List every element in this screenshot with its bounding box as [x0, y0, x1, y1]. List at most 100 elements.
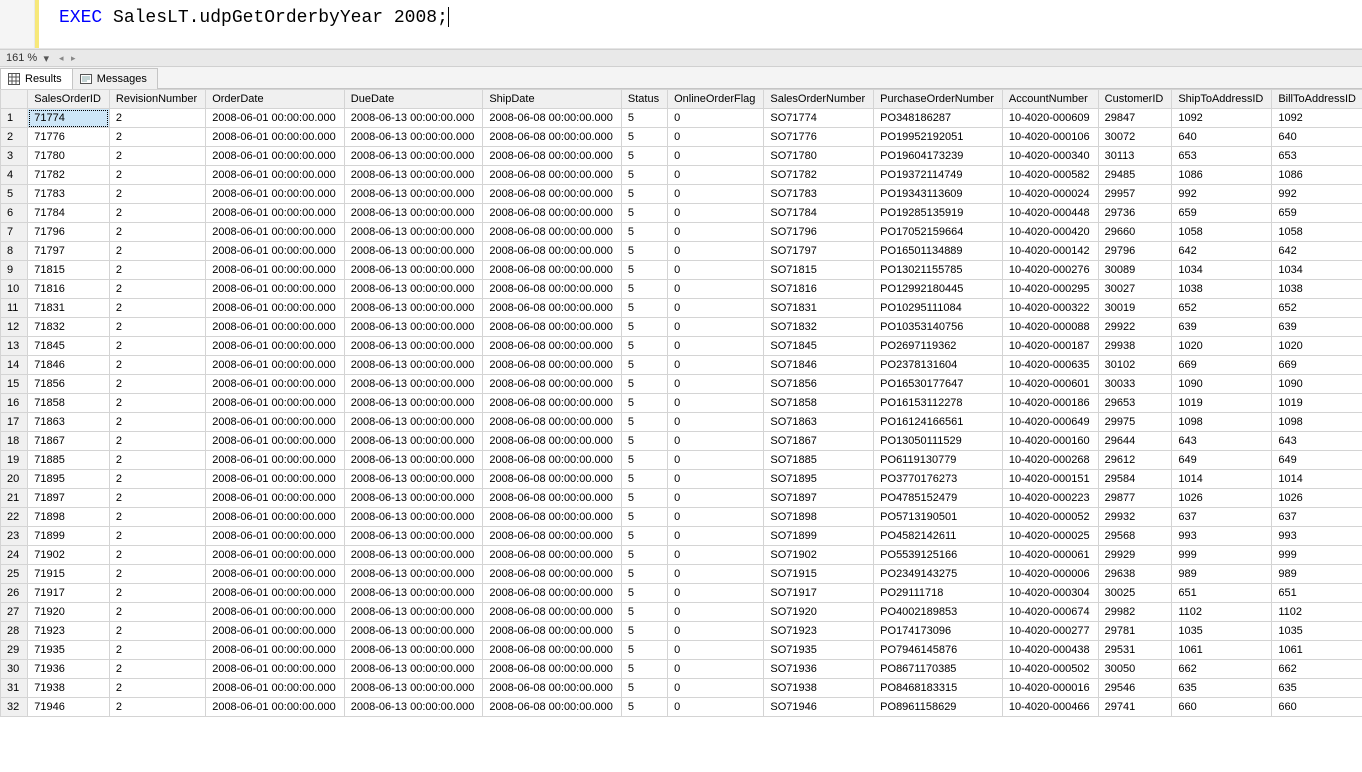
cell[interactable]: 2008-06-13 00:00:00.000: [344, 223, 483, 242]
cell[interactable]: SO71863: [764, 413, 874, 432]
cell[interactable]: 10-4020-000295: [1002, 280, 1098, 299]
cell[interactable]: 2008-06-08 00:00:00.000: [483, 641, 622, 660]
cell[interactable]: 71816: [28, 280, 110, 299]
cell[interactable]: 993: [1172, 527, 1272, 546]
row-number[interactable]: 28: [1, 622, 28, 641]
table-row[interactable]: 217189722008-06-01 00:00:00.0002008-06-1…: [1, 489, 1362, 508]
cell[interactable]: PO12992180445: [874, 280, 1003, 299]
cell[interactable]: 5: [621, 584, 667, 603]
cell[interactable]: 1020: [1272, 337, 1362, 356]
cell[interactable]: 2008-06-01 00:00:00.000: [206, 394, 345, 413]
cell[interactable]: 10-4020-000186: [1002, 394, 1098, 413]
cell[interactable]: 5: [621, 451, 667, 470]
table-row[interactable]: 237189922008-06-01 00:00:00.0002008-06-1…: [1, 527, 1362, 546]
cell[interactable]: 2008-06-13 00:00:00.000: [344, 166, 483, 185]
cell[interactable]: 10-4020-000025: [1002, 527, 1098, 546]
cell[interactable]: 0: [668, 147, 764, 166]
cell[interactable]: 2008-06-13 00:00:00.000: [344, 641, 483, 660]
cell[interactable]: 5: [621, 432, 667, 451]
sql-editor[interactable]: EXEC SalesLT.udpGetOrderbyYear 2008;: [0, 0, 1362, 49]
cell[interactable]: SO71797: [764, 242, 874, 261]
cell[interactable]: 29584: [1098, 470, 1172, 489]
row-number[interactable]: 10: [1, 280, 28, 299]
cell[interactable]: 0: [668, 489, 764, 508]
cell[interactable]: 0: [668, 622, 764, 641]
cell[interactable]: 1090: [1272, 375, 1362, 394]
cell[interactable]: 71915: [28, 565, 110, 584]
cell[interactable]: 2: [109, 584, 205, 603]
row-number[interactable]: 25: [1, 565, 28, 584]
cell[interactable]: 2008-06-01 00:00:00.000: [206, 603, 345, 622]
cell[interactable]: 2008-06-13 00:00:00.000: [344, 698, 483, 717]
column-header[interactable]: ShipToAddressID: [1172, 90, 1272, 109]
cell[interactable]: 2: [109, 527, 205, 546]
cell[interactable]: 651: [1272, 584, 1362, 603]
tab-results[interactable]: Results: [0, 68, 73, 89]
cell[interactable]: 71856: [28, 375, 110, 394]
cell[interactable]: 5: [621, 603, 667, 622]
cell[interactable]: 2008-06-08 00:00:00.000: [483, 242, 622, 261]
cell[interactable]: 29546: [1098, 679, 1172, 698]
table-row[interactable]: 67178422008-06-01 00:00:00.0002008-06-13…: [1, 204, 1362, 223]
cell[interactable]: 1019: [1272, 394, 1362, 413]
cell[interactable]: 2008-06-13 00:00:00.000: [344, 375, 483, 394]
cell[interactable]: 10-4020-000420: [1002, 223, 1098, 242]
cell[interactable]: 2008-06-13 00:00:00.000: [344, 565, 483, 584]
cell[interactable]: 640: [1272, 128, 1362, 147]
cell[interactable]: 5: [621, 109, 667, 128]
cell[interactable]: 2: [109, 508, 205, 527]
cell[interactable]: SO71815: [764, 261, 874, 280]
cell[interactable]: 2008-06-13 00:00:00.000: [344, 109, 483, 128]
cell[interactable]: 29781: [1098, 622, 1172, 641]
cell[interactable]: 2008-06-01 00:00:00.000: [206, 508, 345, 527]
row-number[interactable]: 15: [1, 375, 28, 394]
cell[interactable]: 71936: [28, 660, 110, 679]
row-number[interactable]: 13: [1, 337, 28, 356]
cell[interactable]: SO71936: [764, 660, 874, 679]
cell[interactable]: 2008-06-01 00:00:00.000: [206, 223, 345, 242]
nav-next-icon[interactable]: ▸: [67, 51, 79, 65]
row-number[interactable]: 31: [1, 679, 28, 698]
cell[interactable]: 0: [668, 337, 764, 356]
cell[interactable]: 2: [109, 166, 205, 185]
cell[interactable]: 637: [1172, 508, 1272, 527]
cell[interactable]: 0: [668, 356, 764, 375]
cell[interactable]: 2008-06-01 00:00:00.000: [206, 413, 345, 432]
cell[interactable]: 2008-06-13 00:00:00.000: [344, 451, 483, 470]
row-number[interactable]: 26: [1, 584, 28, 603]
cell[interactable]: PO4002189853: [874, 603, 1003, 622]
cell[interactable]: SO71831: [764, 299, 874, 318]
table-row[interactable]: 147184622008-06-01 00:00:00.0002008-06-1…: [1, 356, 1362, 375]
row-number[interactable]: 14: [1, 356, 28, 375]
cell[interactable]: SO71832: [764, 318, 874, 337]
cell[interactable]: 5: [621, 242, 667, 261]
cell[interactable]: 71902: [28, 546, 110, 565]
cell[interactable]: 652: [1272, 299, 1362, 318]
cell[interactable]: 2008-06-08 00:00:00.000: [483, 508, 622, 527]
cell[interactable]: 2008-06-08 00:00:00.000: [483, 546, 622, 565]
cell[interactable]: 643: [1272, 432, 1362, 451]
cell[interactable]: 2008-06-08 00:00:00.000: [483, 280, 622, 299]
cell[interactable]: 1090: [1172, 375, 1272, 394]
cell[interactable]: 29612: [1098, 451, 1172, 470]
cell[interactable]: 30033: [1098, 375, 1172, 394]
cell[interactable]: 1098: [1272, 413, 1362, 432]
cell[interactable]: 29922: [1098, 318, 1172, 337]
cell[interactable]: 1014: [1172, 470, 1272, 489]
cell[interactable]: 2: [109, 698, 205, 717]
cell[interactable]: 0: [668, 166, 764, 185]
zoom-value[interactable]: 161 %: [2, 52, 41, 64]
cell[interactable]: 2008-06-08 00:00:00.000: [483, 660, 622, 679]
cell[interactable]: 2008-06-08 00:00:00.000: [483, 337, 622, 356]
cell[interactable]: 30025: [1098, 584, 1172, 603]
cell[interactable]: 10-4020-000052: [1002, 508, 1098, 527]
cell[interactable]: 71776: [28, 128, 110, 147]
cell[interactable]: 999: [1172, 546, 1272, 565]
cell[interactable]: 2008-06-08 00:00:00.000: [483, 185, 622, 204]
cell[interactable]: 5: [621, 698, 667, 717]
cell[interactable]: 1092: [1172, 109, 1272, 128]
cell[interactable]: 10-4020-000142: [1002, 242, 1098, 261]
cell[interactable]: 30019: [1098, 299, 1172, 318]
cell[interactable]: 5: [621, 375, 667, 394]
cell[interactable]: 29796: [1098, 242, 1172, 261]
